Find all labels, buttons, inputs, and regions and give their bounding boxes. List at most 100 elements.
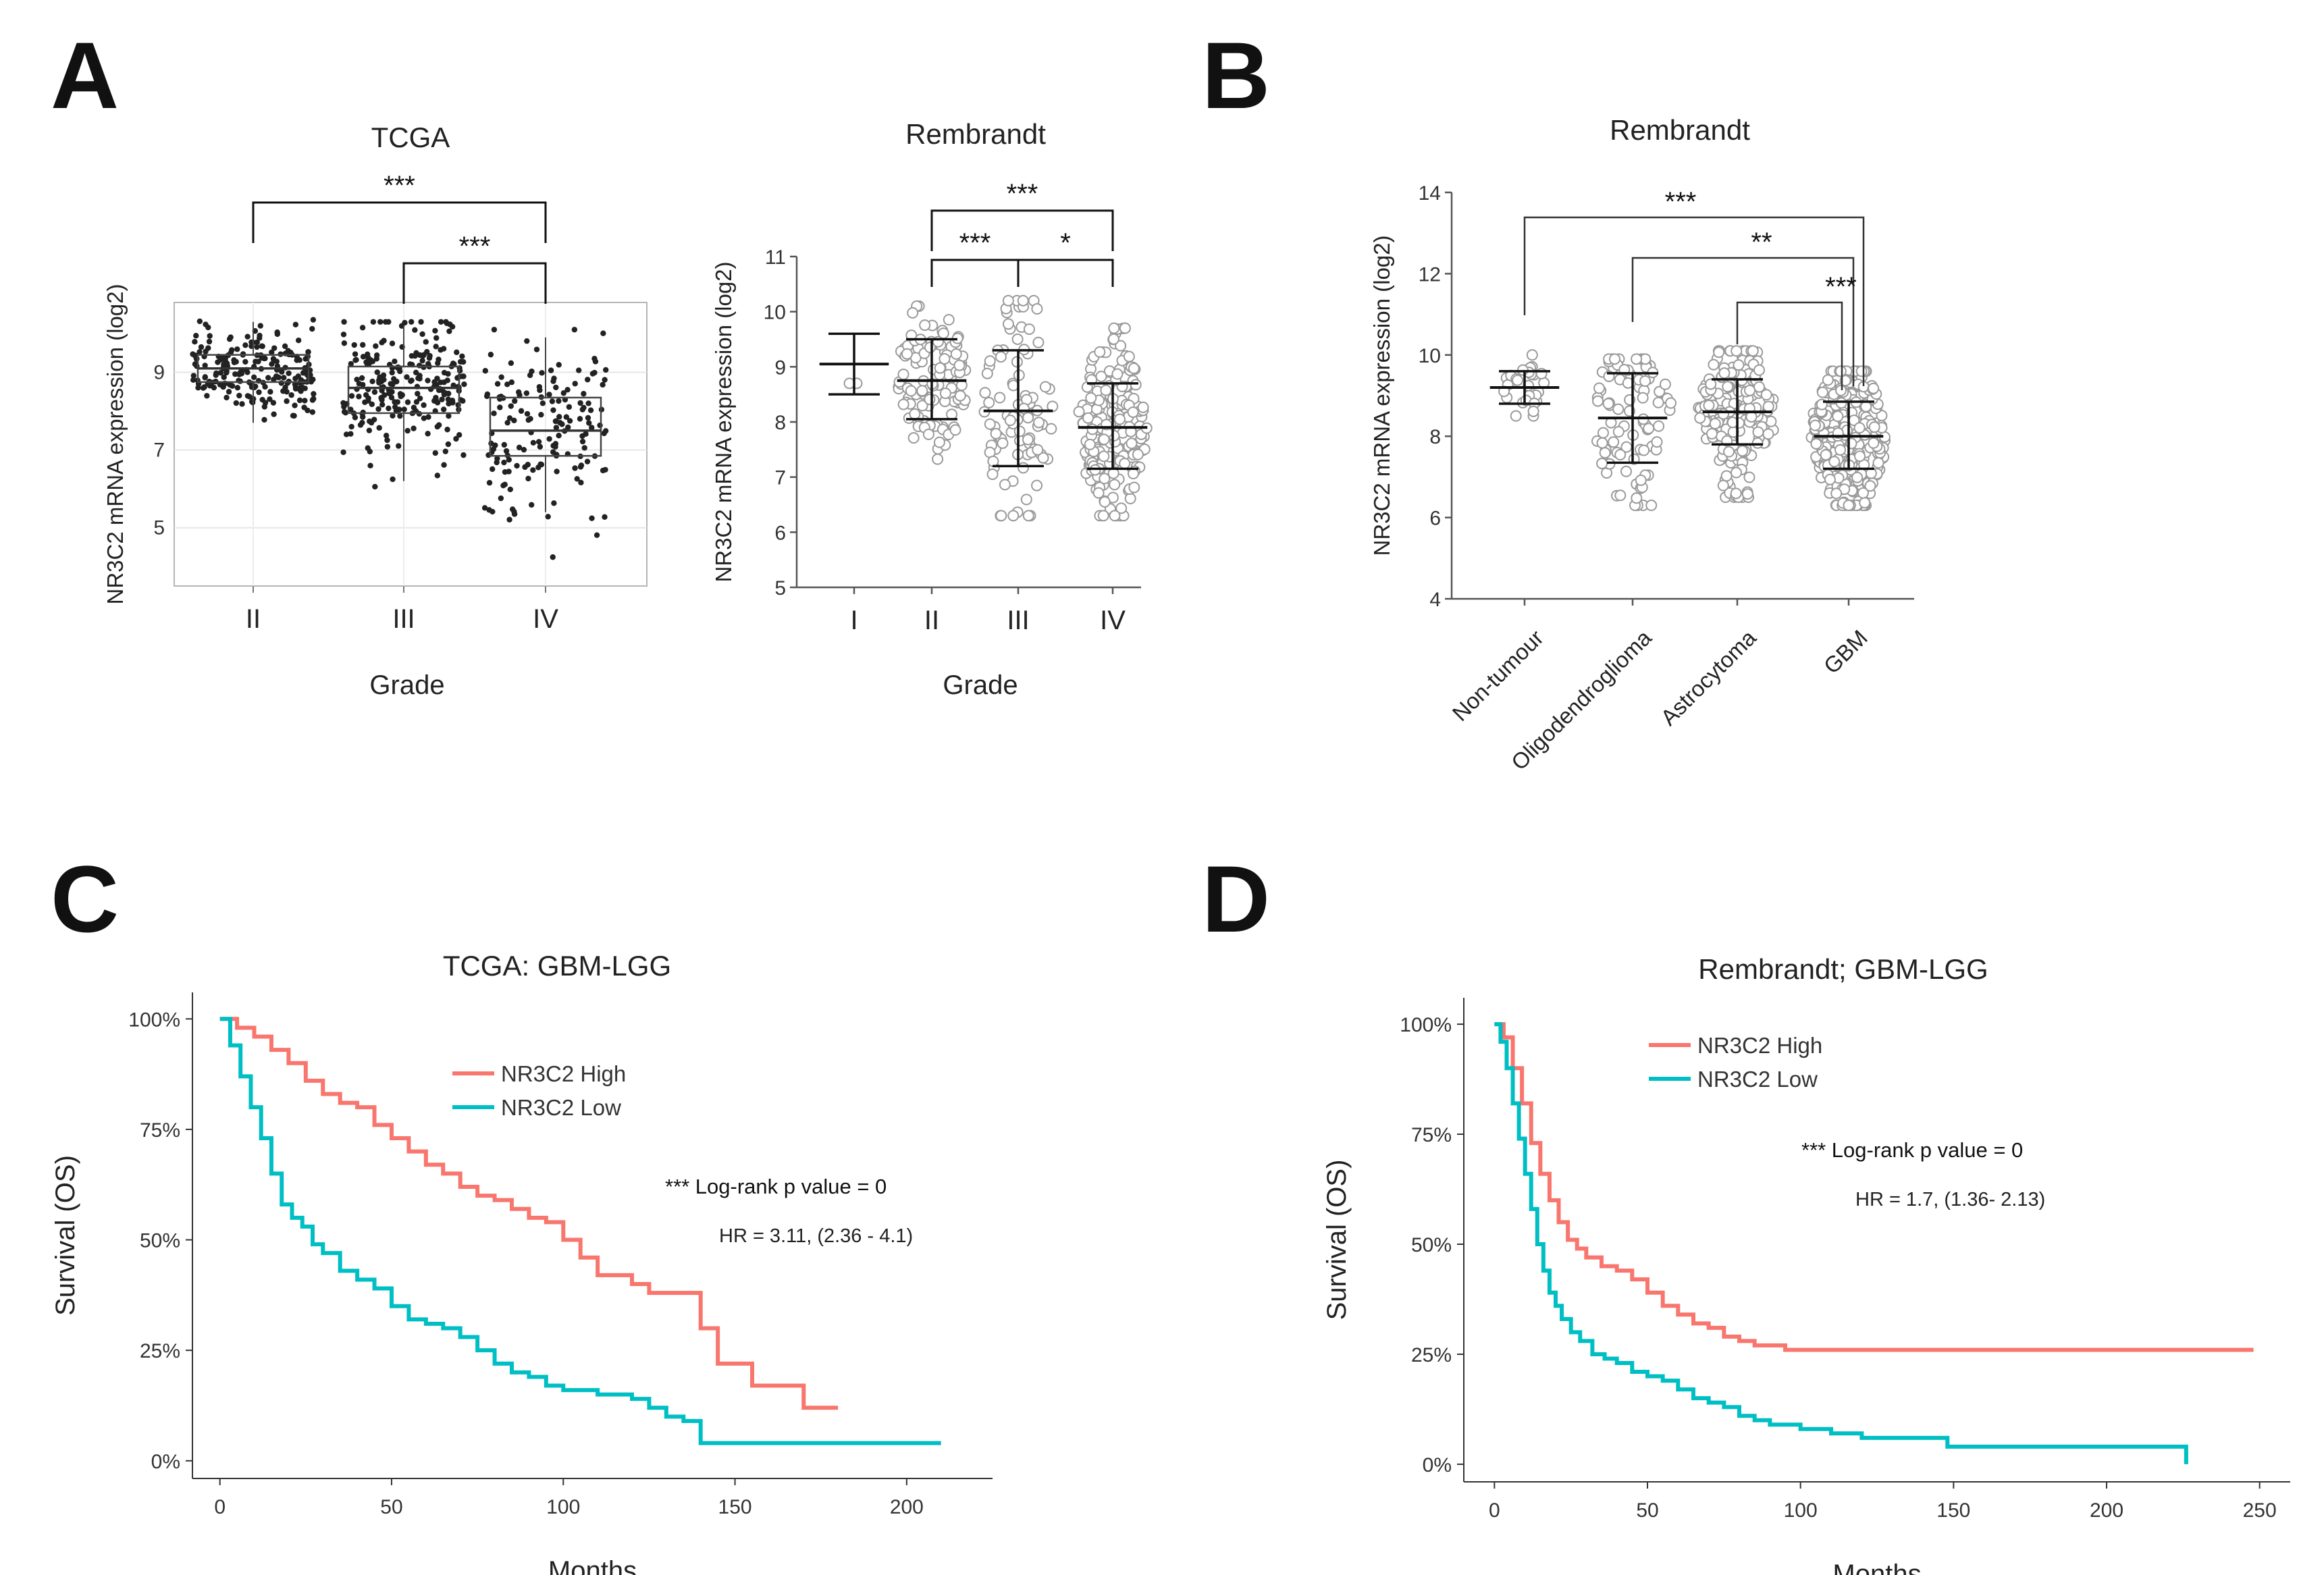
data-point: [305, 349, 311, 355]
x-axis-title: Grade: [943, 670, 1018, 700]
data-point: [379, 340, 385, 346]
data-point: [296, 397, 303, 404]
data-point: [1708, 358, 1720, 371]
data-point: [1822, 374, 1834, 386]
data-point: [536, 383, 543, 390]
data-point: [384, 437, 390, 444]
data-point: [905, 385, 917, 397]
data-point: [535, 439, 542, 445]
x-axis-title: Months: [548, 1556, 637, 1575]
data-point: [1868, 437, 1880, 449]
data-point: [446, 400, 452, 407]
data-point: [1094, 346, 1106, 358]
data-point: [1007, 510, 1020, 522]
data-point: [354, 376, 360, 383]
data-point: [585, 400, 591, 406]
data-point: [583, 431, 589, 437]
data-point: [1745, 410, 1758, 423]
data-point: [302, 398, 308, 404]
data-point: [1614, 489, 1627, 502]
data-point: [305, 407, 311, 414]
data-point: [563, 414, 570, 420]
data-point: [521, 446, 527, 453]
data-point: [310, 317, 317, 323]
data-point: [384, 444, 391, 450]
data-point: [586, 420, 592, 426]
chart-tcga-survival: TCGA: GBM-LGG 0% 25% 50% 75% 100% 0 50 100 150 200…: [51, 950, 993, 1575]
significance-bracket: [930, 259, 1020, 287]
data-point: [244, 333, 250, 340]
data-point: [1830, 487, 1843, 500]
data-point: [223, 394, 230, 401]
data-point: [553, 384, 559, 391]
data-point: [1132, 448, 1144, 460]
data-point: [556, 432, 562, 439]
data-point: [1527, 405, 1539, 417]
data-point: [369, 378, 375, 385]
data-point: [1098, 433, 1110, 446]
data-point: [356, 394, 362, 400]
data-point: [525, 475, 531, 482]
data-point: [460, 452, 467, 458]
data-point: [1023, 323, 1035, 336]
data-point: [508, 360, 514, 367]
data-point: [1631, 353, 1643, 365]
data-point: [413, 399, 420, 405]
data-point: [553, 425, 560, 431]
data-point: [585, 377, 591, 383]
data-point: [950, 348, 962, 360]
data-point: [396, 443, 402, 449]
data-point: [1713, 346, 1725, 358]
data-point: [444, 320, 450, 327]
data-point: [552, 441, 559, 447]
data-point: [461, 381, 467, 388]
data-point: [223, 369, 230, 376]
data-point: [506, 456, 512, 463]
data-point: [1857, 487, 1869, 499]
data-point: [432, 450, 439, 456]
data-point: [388, 381, 394, 387]
data-point: [1843, 500, 1855, 512]
significance-label: ***: [1665, 187, 1697, 217]
data-point: [192, 353, 199, 359]
y-tick-label: 100%: [1400, 1014, 1452, 1036]
data-point: [924, 394, 936, 406]
data-point: [433, 344, 439, 350]
data-point: [271, 411, 277, 417]
data-point: [1137, 401, 1149, 413]
data-point: [551, 375, 557, 381]
data-point: [254, 339, 260, 346]
data-point: [408, 378, 414, 384]
data-point: [907, 306, 919, 319]
data-point: [267, 396, 273, 402]
data-point: [419, 358, 425, 364]
data-point: [1741, 488, 1753, 500]
data-point: [366, 427, 373, 433]
data-point: [309, 325, 315, 332]
data-point: [504, 419, 510, 426]
data-point: [916, 400, 928, 412]
data-point: [579, 406, 586, 412]
data-point: [507, 486, 513, 493]
x-axis-title: Months: [1832, 1559, 1921, 1575]
chart-title: Rembrandt: [905, 118, 1046, 150]
significance-bracket: [1631, 257, 1855, 386]
data-point: [954, 390, 966, 402]
data-point: [398, 393, 404, 400]
data-point: [554, 469, 560, 475]
data-point: [373, 343, 379, 349]
data-point: [364, 361, 370, 367]
data-point: [375, 406, 381, 412]
data-point: [539, 400, 546, 406]
logrank-annotation: *** Log-rank p value = 0: [665, 1175, 887, 1198]
data-point: [506, 516, 512, 523]
data-point: [1599, 447, 1611, 459]
data-point: [511, 511, 518, 517]
data-point: [256, 389, 262, 396]
data-point: [589, 425, 595, 431]
x-tick-label: 250: [2243, 1499, 2277, 1522]
data-point: [1868, 382, 1880, 394]
data-point: [1113, 413, 1126, 425]
data-point: [386, 319, 392, 325]
data-point: [418, 319, 424, 325]
